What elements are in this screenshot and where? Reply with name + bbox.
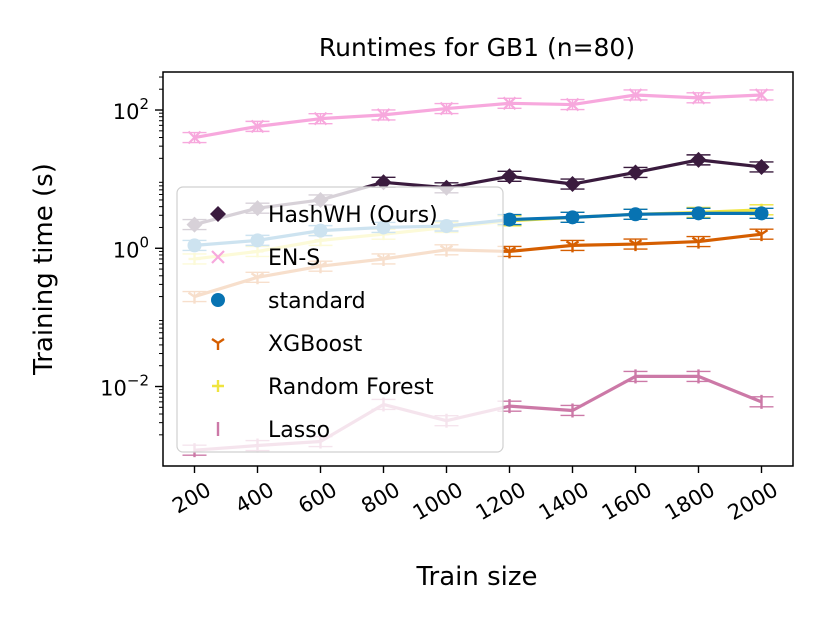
data-point [565,210,580,225]
data-point [754,88,769,102]
data-point [565,97,580,112]
legend-marker [211,338,225,350]
x-tick-label: 200 [168,478,215,519]
legend-label: XGBoost [268,332,363,357]
x-tick-label: 1800 [661,478,719,526]
data-point [502,212,517,227]
x-tick-label: 800 [357,478,404,519]
legend-item: XGBoost [211,332,363,357]
x-tick-label: 1000 [409,478,467,526]
legend-marker [211,293,225,307]
legend-marker [212,380,224,392]
legend-marker [211,250,225,264]
x-tick-label: 1600 [598,478,656,526]
data-point [375,174,392,191]
y-tick-label: 102 [113,95,149,124]
data-point [690,151,707,168]
legend: HashWH (Ours) EN-S standard XGBoost Random F… [176,186,504,453]
data-point [250,119,265,134]
data-point [313,111,328,126]
x-axis: 200 400 600 800 1000 1200 1400 1600 1800 2000 [168,466,782,525]
data-point [502,246,517,259]
legend-marker [210,206,226,222]
data-point [439,101,454,116]
x-tick-label: 1200 [472,478,530,526]
data-point [564,176,581,193]
data-point [628,88,643,102]
legend-label: Lasso [268,418,330,443]
legend-item: Random Forest [212,375,434,400]
legend-box [176,186,504,453]
data-point [501,168,518,185]
data-point [628,239,643,252]
series-line [194,93,762,140]
data-point [187,130,202,145]
data-point [376,108,391,122]
y-axis-label: Training time (s) [29,163,59,376]
x-axis-label: Train size [415,562,537,592]
legend-item: HashWH (Ours) [210,203,438,228]
x-tick-label: 1400 [535,478,593,526]
data-point [691,91,706,105]
y-tick-label: 10−2 [100,372,149,401]
legend-item: Lasso [216,418,330,443]
y-tick-label: 100 [113,233,149,262]
data-point [628,207,643,222]
data-point [753,158,770,175]
chart-title: Runtimes for GB1 (n=80) [319,33,635,62]
legend-item: standard [211,289,366,314]
x-tick-label: 400 [231,478,278,519]
legend-label: Random Forest [268,375,434,400]
data-point [565,240,580,253]
legend-label: standard [268,289,366,314]
y-axis: 102 100 10−2 [100,76,163,436]
data-point [754,206,769,221]
x-tick-label: 2000 [724,478,782,526]
data-point [691,206,706,221]
x-tick-label: 600 [294,478,341,519]
legend-label: HashWH (Ours) [268,203,438,228]
data-point [754,229,769,242]
data-point [502,96,517,111]
legend-label: EN-S [268,246,320,271]
data-point [691,236,706,249]
series-en-s [182,88,774,145]
data-point [627,164,644,181]
legend-item: EN-S [211,246,320,271]
